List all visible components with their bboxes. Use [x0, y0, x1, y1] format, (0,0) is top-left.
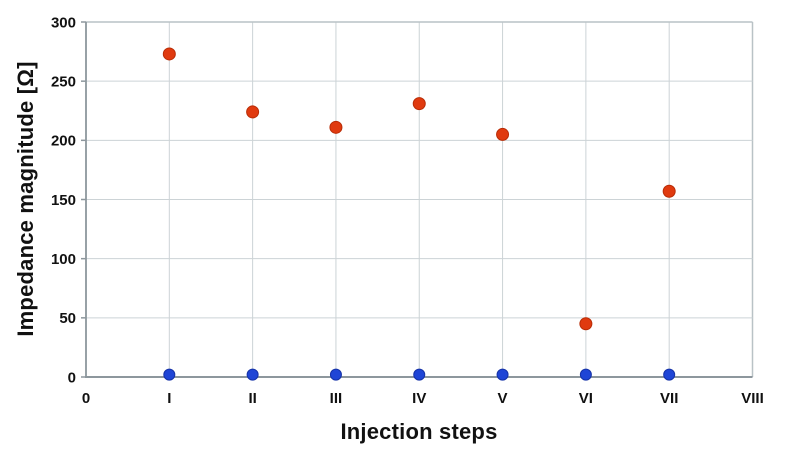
data-point-series-blue-II [246, 368, 259, 381]
data-point-series-red-IV [412, 97, 426, 111]
data-point-series-blue-IV [413, 368, 426, 381]
data-point-series-red-VI [579, 317, 593, 331]
x-tick-label: II [248, 390, 256, 407]
y-tick-label: 150 [51, 192, 76, 209]
data-point-series-red-II [246, 105, 260, 119]
x-tick-label: III [330, 390, 343, 407]
data-point-series-red-VII [662, 184, 676, 198]
data-point-series-red-III [329, 120, 343, 134]
x-tick-label: I [167, 390, 171, 407]
x-tick-label: 0 [82, 390, 90, 407]
data-point-series-blue-III [329, 368, 342, 381]
data-point-series-blue-I [163, 368, 176, 381]
y-tick-label: 0 [68, 369, 76, 386]
y-tick-label: 50 [59, 310, 76, 327]
data-point-series-blue-V [496, 368, 509, 381]
data-point-series-blue-VII [663, 368, 676, 381]
data-point-series-red-I [162, 47, 176, 61]
x-tick-label: IV [412, 390, 426, 407]
data-point-series-blue-VI [579, 368, 592, 381]
y-axis-title: Impedance magnitude [Ω] [13, 61, 38, 337]
y-tick-label: 250 [51, 73, 76, 90]
x-axis-title: Injection steps [340, 419, 498, 444]
y-tick-label: 300 [51, 14, 76, 31]
y-tick-label: 200 [51, 133, 76, 150]
x-tick-label: VI [579, 390, 593, 407]
y-tick-label: 100 [51, 251, 76, 268]
x-tick-label: VII [660, 390, 678, 407]
data-point-series-red-V [496, 127, 510, 141]
x-tick-label: VIII [741, 390, 764, 407]
x-tick-label: V [498, 390, 508, 407]
